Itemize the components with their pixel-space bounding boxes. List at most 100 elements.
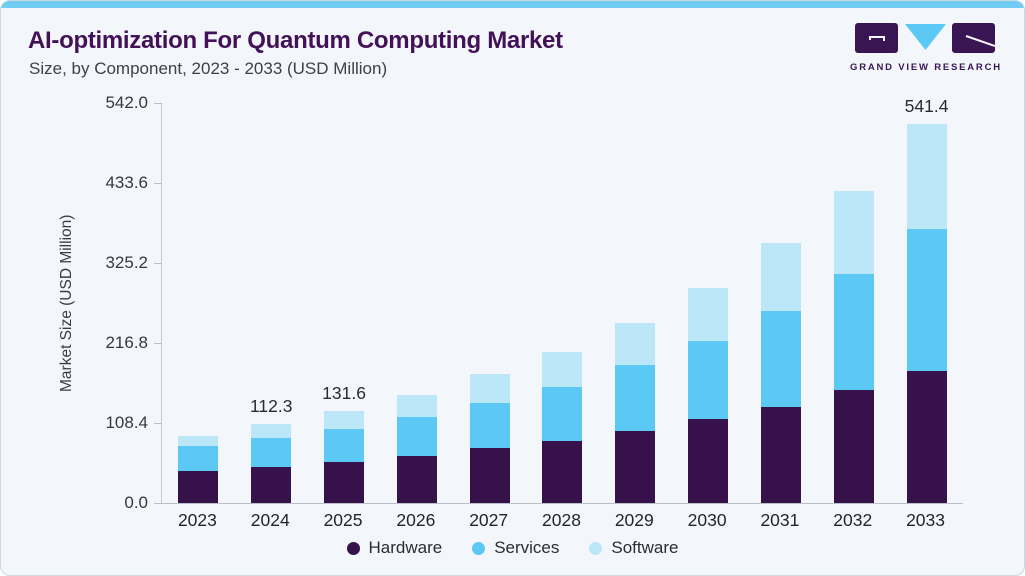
bar-total-label-2024: 112.3 [249, 396, 293, 417]
bar-column-2027 [453, 103, 526, 503]
top-accent-strip [1, 1, 1024, 8]
stacked-bar-2029 [615, 323, 656, 503]
bar-segment-software-2033 [906, 124, 947, 229]
bar-segment-hardware-2032 [833, 389, 874, 503]
bar-segment-hardware-2028 [542, 440, 583, 503]
bar-segment-software-2023 [178, 435, 219, 446]
y-tick-label: 325.2 [105, 253, 148, 272]
stacked-bar-2027 [469, 374, 510, 503]
bar-column-2032 [817, 103, 890, 503]
x-tick-label-2033: 2033 [906, 510, 945, 530]
legend-item-software: Software [589, 538, 678, 558]
bar-segment-hardware-2033 [906, 370, 947, 503]
y-tick-label: 0.0 [124, 493, 148, 512]
bar-segment-services-2030 [688, 340, 729, 420]
bar-column-2033: 541.4 [890, 96, 963, 503]
bar-segment-services-2027 [469, 402, 510, 449]
legend: Hardware Services Software [1, 538, 1024, 558]
bar-segment-software-2031 [760, 243, 801, 311]
bar-total-label-2025: 131.6 [322, 382, 366, 403]
bar-column-2023 [162, 103, 235, 503]
x-tick-label-2029: 2029 [614, 510, 654, 530]
bar-segment-software-2025 [324, 410, 365, 430]
y-tick-label: 216.8 [105, 333, 148, 352]
legend-item-hardware: Hardware [346, 538, 443, 558]
legend-label: Software [611, 538, 679, 557]
x-tick-label-2024: 2024 [250, 510, 290, 530]
bar-segment-hardware-2031 [760, 406, 801, 503]
stacked-bar-2032 [833, 190, 874, 503]
bar-segment-software-2026 [396, 394, 437, 417]
bar-segment-software-2029 [615, 323, 656, 365]
bar-segment-hardware-2030 [688, 419, 729, 503]
x-tick-label-2032: 2032 [833, 510, 873, 530]
x-tick-label-2031: 2031 [760, 510, 800, 530]
legend-item-services: Services [472, 538, 559, 558]
bar-segment-software-2027 [469, 374, 510, 403]
bar-segment-hardware-2026 [396, 455, 437, 503]
y-axis-title: Market Size (USD Million) [58, 214, 75, 392]
bar-column-2031 [745, 103, 818, 503]
bar-segment-hardware-2029 [615, 430, 656, 503]
bar-segment-services-2031 [760, 310, 801, 407]
x-tick-label-2030: 2030 [687, 510, 727, 530]
legend-swatch-software [589, 541, 603, 555]
stacked-bar-2023 [178, 435, 219, 503]
x-tick-label-2025: 2025 [323, 510, 363, 530]
bar-segment-software-2028 [542, 351, 583, 387]
bar-segment-services-2032 [833, 274, 874, 390]
bar-segment-software-2032 [833, 190, 874, 275]
bar-column-2029 [599, 103, 672, 503]
legend-label: Hardware [368, 538, 443, 557]
bar-segment-hardware-2027 [469, 448, 510, 503]
bar-column-2026 [380, 103, 453, 503]
brand-logo: GRAND VIEW RESEARCH [850, 23, 1000, 73]
stacked-bar-2031 [760, 243, 801, 503]
bar-column-2028 [526, 103, 599, 503]
bar-segment-services-2025 [324, 429, 365, 462]
bar-segment-software-2024 [251, 424, 292, 439]
bar-column-2024: 112.3 [235, 103, 308, 503]
stacked-bar-2024 [251, 424, 292, 503]
y-tick-label: 542.0 [105, 93, 148, 112]
x-tick-label-2027: 2027 [469, 510, 509, 530]
stacked-bar-2030 [688, 287, 729, 503]
stacked-bar-2028 [542, 351, 583, 503]
bar-segment-hardware-2023 [178, 470, 219, 503]
y-tick-mark [154, 183, 162, 184]
stacked-bar-2026 [396, 394, 437, 503]
page-title: AI-optimization For Quantum Computing Ma… [28, 27, 563, 54]
bar-segment-software-2030 [688, 287, 729, 341]
bar-segment-services-2023 [178, 445, 219, 471]
bar-segment-hardware-2024 [251, 467, 292, 503]
bar-column-2030 [672, 103, 745, 503]
page-subtitle: Size, by Component, 2023 - 2033 (USD Mil… [29, 59, 388, 78]
bar-segment-services-2029 [615, 364, 656, 431]
brand-wordmark: GRAND VIEW RESEARCH [850, 62, 1002, 73]
stacked-bar-2025 [324, 410, 365, 503]
bar-segment-services-2024 [251, 438, 292, 468]
y-tick-mark [154, 103, 162, 104]
bar-total-label-2033: 541.4 [904, 96, 949, 117]
y-tick-mark [154, 503, 162, 504]
bars-group: 112.3 131.6 541.4 [162, 96, 963, 503]
legend-swatch-services [472, 541, 486, 555]
x-tick-label-2026: 2026 [396, 510, 436, 530]
stacked-bar-2033 [906, 124, 947, 503]
y-tick-label: 433.6 [105, 173, 148, 192]
x-tick-label-2028: 2028 [542, 510, 581, 530]
gvr-logo-mark [855, 23, 996, 53]
bar-segment-services-2033 [906, 228, 947, 371]
y-tick-mark [154, 423, 162, 424]
bar-column-2025: 131.6 [308, 103, 381, 503]
bar-segment-services-2028 [542, 386, 583, 441]
y-tick-mark [154, 263, 162, 264]
x-axis-labels: 2023 2024 2025 2026 2027 2028 2029 2030 2031 2032… [161, 510, 962, 531]
y-tick-mark [154, 343, 162, 344]
y-tick-label: 108.4 [105, 413, 148, 432]
plot-area: 542.0 433.6 325.2 216.8 108.4 0.0 112.3 131.6 5… [105, 93, 963, 512]
bar-segment-services-2026 [396, 416, 437, 456]
bar-segment-hardware-2025 [324, 461, 365, 503]
legend-swatch-hardware [346, 541, 360, 555]
